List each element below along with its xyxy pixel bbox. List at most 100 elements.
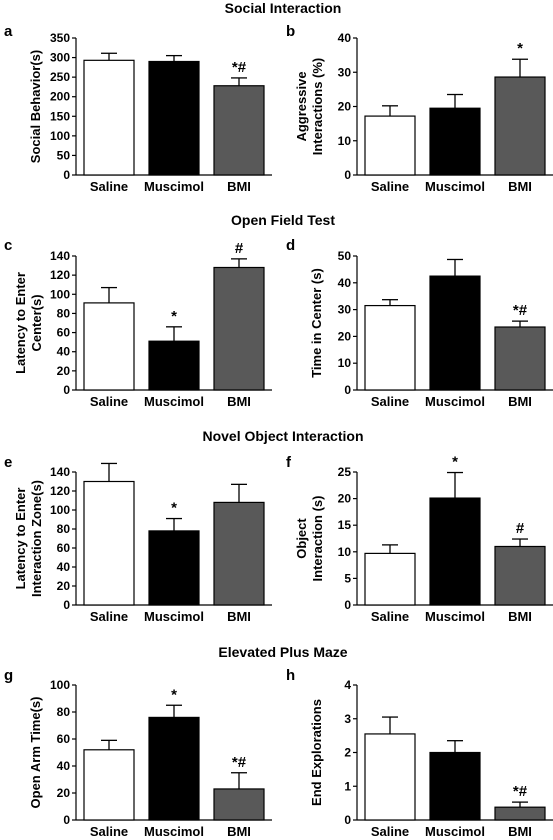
category-label: Muscimol [425, 179, 485, 194]
bar-bmi [213, 501, 265, 606]
panel-letter-e: e [4, 454, 12, 471]
y-tick-label: 20 [57, 579, 71, 593]
y-tick-label: 100 [50, 503, 70, 517]
bar-saline [364, 304, 416, 391]
y-axis-title: Latency to EnterCenter(s) [13, 272, 44, 374]
significance-mark: # [235, 240, 244, 257]
y-tick-label: 20 [338, 100, 352, 114]
bar-saline [364, 115, 416, 176]
y-axis-title: ObjectInteraction (s) [294, 496, 325, 582]
y-axis-title-line: Latency to Enter [13, 272, 28, 374]
y-tick-label: 200 [50, 90, 70, 104]
bar-bmi [494, 545, 546, 606]
panel-letter-d: d [286, 237, 295, 254]
y-tick-label: 0 [344, 598, 351, 612]
y-tick-label: 150 [50, 109, 70, 123]
y-tick-label: 140 [50, 465, 70, 479]
y-axis-title-line: Latency to Enter [13, 488, 28, 590]
panel-letter-a: a [4, 23, 13, 40]
section-title-novel-object-interaction: Novel Object Interaction [202, 428, 363, 444]
y-axis-title-line: Center(s) [29, 294, 44, 351]
panel-e: e 0 20 40 60 80 100 120 140 Latency to EnterInter… [4, 454, 272, 624]
bar-muscimol [429, 751, 481, 821]
category-label: Saline [90, 394, 128, 409]
y-tick-label: 20 [57, 364, 71, 378]
y-tick-label: 100 [50, 129, 70, 143]
y-tick-label: 60 [57, 541, 71, 555]
category-label: BMI [508, 179, 532, 194]
y-tick-label: 80 [57, 522, 71, 536]
y-tick-label: 50 [57, 148, 71, 162]
y-tick-label: 80 [57, 306, 71, 320]
panel-d: d 0 10 20 30 40 50 Time in Center (s) Saline Musc… [286, 237, 553, 409]
category-label: BMI [508, 609, 532, 624]
bar-muscimol [148, 716, 200, 821]
y-tick-label: 80 [57, 705, 71, 719]
category-label: BMI [227, 394, 251, 409]
y-tick-label: 30 [338, 65, 352, 79]
bar-bmi [213, 788, 265, 821]
significance-mark: * [171, 686, 177, 703]
bar-saline [364, 552, 416, 606]
section-title-elevated-plus-maze: Elevated Plus Maze [218, 644, 347, 660]
category-label: Muscimol [144, 394, 204, 409]
y-axis-title-line: Aggressive [294, 71, 309, 141]
bar-saline [364, 733, 416, 821]
panel-c: c 0 20 40 60 80 100 120 140 Latency to EnterCente… [4, 237, 272, 409]
y-tick-label: 15 [338, 518, 352, 532]
y-tick-label: 10 [338, 545, 352, 559]
y-tick-label: 40 [57, 759, 71, 773]
panel-letter-b: b [286, 23, 295, 40]
bar-muscimol [148, 60, 200, 176]
y-axis-title-line: End Explorations [309, 699, 324, 806]
significance-mark: * [171, 500, 177, 517]
category-label: Saline [90, 609, 128, 624]
significance-mark: # [516, 520, 525, 537]
y-axis-title: Time in Center (s) [309, 268, 324, 378]
y-axis-title: Latency to EnterInteraction Zone(s) [13, 480, 44, 597]
category-label: Saline [371, 394, 409, 409]
bar-muscimol [429, 497, 481, 606]
bar-muscimol [148, 340, 200, 391]
y-tick-label: 25 [338, 465, 352, 479]
category-label: Muscimol [425, 394, 485, 409]
y-axis-title: Open Arm Time(s) [28, 697, 43, 809]
category-label: Muscimol [425, 824, 485, 839]
category-label: Saline [371, 609, 409, 624]
significance-mark: * [452, 454, 458, 471]
y-tick-label: 50 [338, 249, 352, 263]
category-label: Muscimol [144, 179, 204, 194]
y-tick-label: 1 [344, 779, 351, 793]
y-tick-label: 2 [344, 746, 351, 760]
y-tick-label: 100 [50, 287, 70, 301]
category-label: BMI [227, 824, 251, 839]
category-label: Saline [90, 179, 128, 194]
y-axis-title-line: Interaction (s) [310, 496, 325, 582]
y-tick-label: 350 [50, 31, 70, 45]
y-axis-title-line: Social Behavior(s) [28, 50, 43, 163]
panel-h: h 0 1 2 3 4 End Explorations Saline Muscimol *# BM… [286, 667, 553, 839]
bar-muscimol [429, 107, 481, 176]
category-label: Saline [371, 179, 409, 194]
panel-g: g 0 20 40 60 80 100 Open Arm Time(s) Saline * Musc… [4, 667, 272, 839]
y-tick-label: 20 [338, 492, 352, 506]
category-label: BMI [227, 609, 251, 624]
y-tick-label: 0 [63, 383, 70, 397]
significance-mark: *# [513, 783, 528, 800]
y-tick-label: 120 [50, 268, 70, 282]
bar-saline [83, 302, 135, 391]
section-title-open-field-test: Open Field Test [231, 212, 335, 228]
category-label: BMI [508, 394, 532, 409]
category-label: Muscimol [144, 609, 204, 624]
y-tick-label: 3 [344, 712, 351, 726]
y-tick-label: 0 [344, 383, 351, 397]
category-label: Muscimol [425, 609, 485, 624]
y-axis-title-line: Time in Center (s) [309, 268, 324, 378]
significance-mark: *# [232, 754, 247, 771]
bar-bmi [494, 76, 546, 176]
y-tick-label: 250 [50, 70, 70, 84]
bar-bmi [494, 326, 546, 391]
bar-saline [83, 59, 135, 176]
panel-a: a 0 50 100 150 200 250 300 350 Social Behavior(s)… [4, 23, 272, 194]
y-axis-title: AggressiveInteractions (%) [294, 58, 325, 156]
